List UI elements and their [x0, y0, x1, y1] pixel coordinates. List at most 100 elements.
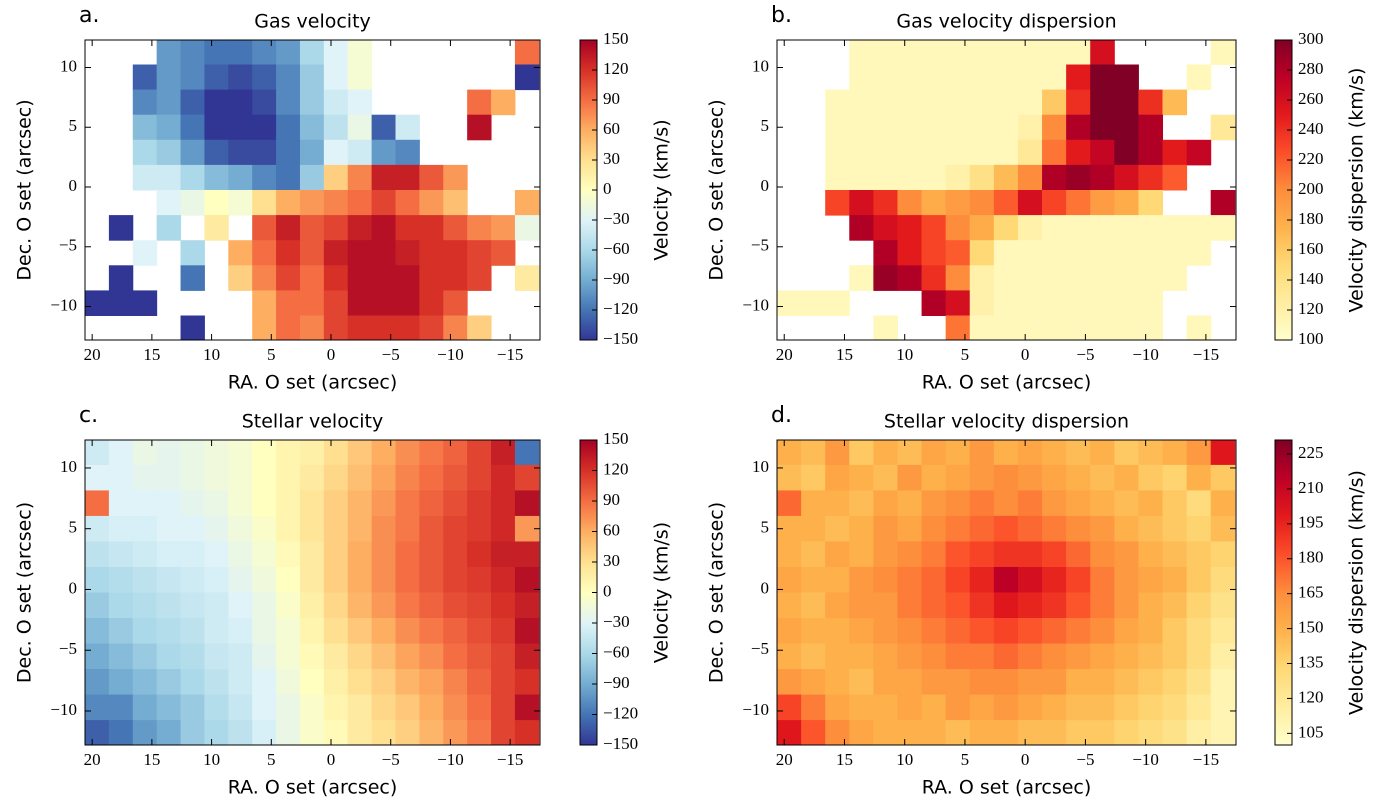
- cell: [1162, 592, 1188, 619]
- cell: [993, 694, 1019, 721]
- cell: [347, 139, 373, 166]
- cell: [180, 89, 205, 116]
- cell: [132, 89, 158, 116]
- cell: [873, 190, 898, 216]
- cell: [1017, 164, 1043, 191]
- cell: [945, 89, 971, 116]
- cell: [945, 64, 971, 91]
- x-tick-label: 5: [961, 345, 970, 364]
- x-tick-label: 15: [836, 750, 853, 769]
- cell: [156, 720, 182, 745]
- cell: [299, 694, 325, 721]
- cell: [873, 64, 898, 91]
- cell: [1090, 669, 1115, 696]
- cell: [395, 694, 420, 721]
- cell: [299, 240, 325, 266]
- cell: [299, 190, 325, 216]
- cell: [1017, 265, 1043, 291]
- cell: [897, 139, 923, 166]
- cell: [1042, 490, 1067, 517]
- cell: [514, 566, 540, 593]
- cell: [1042, 240, 1067, 266]
- cell: [1017, 40, 1043, 66]
- cell: [945, 290, 971, 316]
- cell: [1017, 215, 1043, 241]
- cell: [945, 190, 971, 216]
- cell: [801, 566, 826, 593]
- cell: [180, 490, 205, 517]
- cell: [467, 114, 492, 141]
- cell: [276, 592, 301, 619]
- cell: [1042, 290, 1067, 316]
- x-tick-label: 5: [961, 750, 970, 769]
- cell: [1090, 541, 1115, 568]
- cell: [228, 464, 253, 491]
- cell: [156, 464, 182, 491]
- cell: [825, 515, 850, 542]
- cell: [873, 240, 898, 266]
- cell: [1114, 515, 1139, 542]
- colorbar-tick-label: 60: [603, 520, 620, 539]
- cell: [419, 440, 444, 466]
- cell: [801, 490, 826, 517]
- cell: [1138, 694, 1164, 721]
- cell: [276, 490, 301, 517]
- cell: [1186, 694, 1212, 721]
- cell: [945, 464, 971, 491]
- cell: [849, 566, 874, 593]
- cell: [276, 114, 301, 141]
- cell: [467, 669, 492, 696]
- colorbar-tick-label: 30: [603, 149, 620, 168]
- cell: [801, 290, 826, 316]
- panel-label: d.: [771, 403, 792, 428]
- cell: [299, 290, 325, 316]
- cell: [849, 89, 874, 116]
- cell: [491, 720, 516, 745]
- cell: [443, 566, 468, 593]
- cell: [825, 290, 850, 316]
- cell: [1210, 190, 1236, 216]
- cell: [969, 89, 995, 116]
- cell: [1017, 541, 1043, 568]
- cell: [156, 64, 182, 91]
- cell: [419, 592, 444, 619]
- cell: [777, 566, 802, 593]
- cell: [443, 694, 468, 721]
- cell: [849, 464, 874, 491]
- colorbar-tick-label: 120: [1298, 299, 1324, 318]
- cell: [132, 515, 158, 542]
- cell: [897, 694, 923, 721]
- cell: [921, 114, 947, 141]
- cell: [1138, 440, 1164, 466]
- cell: [443, 618, 468, 645]
- cell: [1017, 490, 1043, 517]
- cell: [1114, 440, 1139, 466]
- cell: [873, 164, 898, 191]
- cell: [1138, 464, 1164, 491]
- cell: [299, 720, 325, 745]
- cell: [323, 592, 349, 619]
- cell: [491, 592, 516, 619]
- cell: [897, 89, 923, 116]
- cell: [299, 618, 325, 645]
- cell: [252, 164, 277, 191]
- cell: [945, 490, 971, 517]
- cell: [1162, 618, 1188, 645]
- cell: [1090, 720, 1115, 745]
- y-tick-label: −5: [751, 639, 769, 658]
- cell: [1138, 592, 1164, 619]
- cell: [897, 592, 923, 619]
- y-tick-label: −5: [59, 639, 77, 658]
- cell: [897, 440, 923, 466]
- cell: [873, 566, 898, 593]
- cell: [228, 592, 253, 619]
- cell: [395, 643, 420, 670]
- cell: [1138, 566, 1164, 593]
- x-tick-label: 10: [896, 750, 913, 769]
- y-tick-label: 0: [761, 578, 770, 597]
- cell: [825, 592, 850, 619]
- cell: [371, 290, 396, 316]
- y-tick-label: 10: [752, 56, 769, 75]
- plot-frame: [776, 39, 1237, 341]
- cell: [299, 490, 325, 517]
